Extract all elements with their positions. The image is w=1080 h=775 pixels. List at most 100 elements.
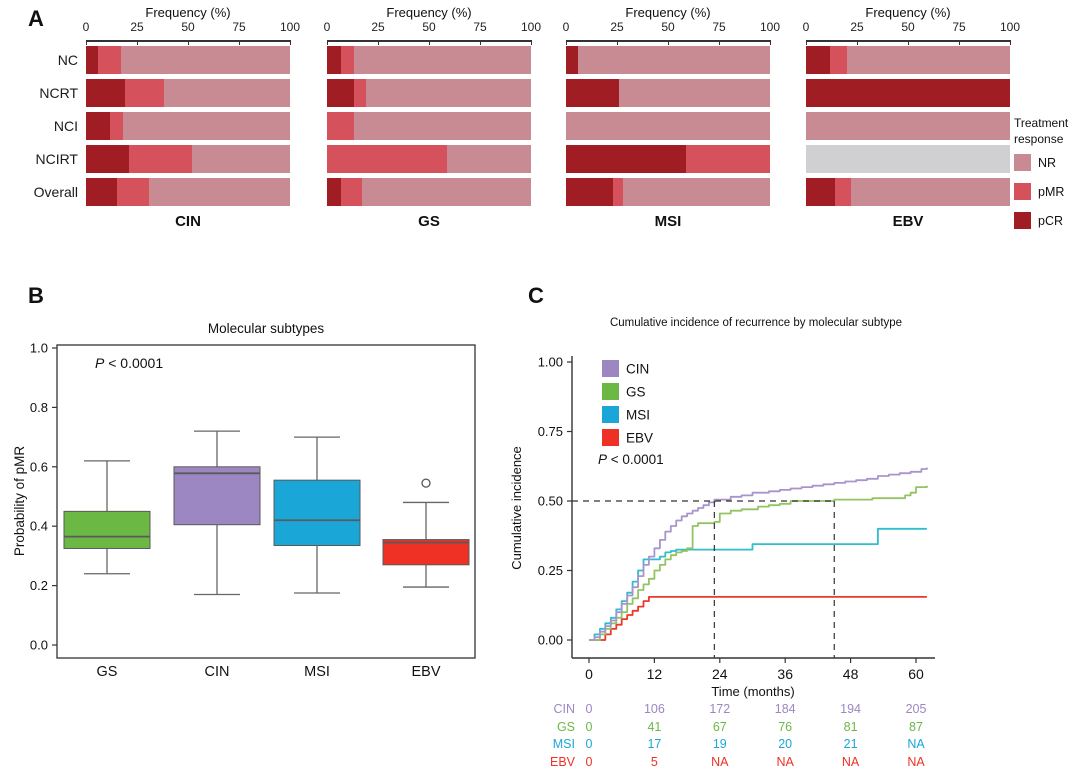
stacked-bar-overall	[566, 178, 770, 206]
risk-row-name: GS	[556, 719, 575, 734]
boxplot-panel: 0.0 0.2 0.4 0.6 0.8 1.0 Probability of pMR P < …	[12, 341, 476, 680]
bar-segment-pmr	[116, 178, 150, 206]
y-axis-title: Probability of pMR	[12, 446, 27, 557]
risk-value: 5	[650, 754, 658, 769]
box-cin	[173, 430, 261, 596]
risk-value: 67	[712, 719, 727, 734]
x-category-label: EBV	[411, 664, 440, 680]
axis-tick-label: 75	[952, 20, 966, 34]
stacked-bar-nc	[566, 46, 770, 74]
bar-row-label: NC	[57, 52, 78, 68]
axis-tick-label: 100	[520, 20, 542, 34]
risk-value: NA	[907, 754, 925, 769]
risk-value: 17	[647, 737, 662, 751]
panel-b-title: Molecular subtypes	[207, 321, 325, 336]
bar-segment-pcr	[327, 178, 342, 206]
risk-value: 21	[843, 737, 858, 751]
axis-tick-mark	[719, 40, 720, 45]
bar-segment-pcr	[327, 46, 342, 74]
bar-segment-pcr	[86, 112, 111, 140]
axis-tick-mark	[480, 40, 481, 45]
stacked-bar-ncirt	[566, 145, 770, 173]
axis-tick-mark	[429, 40, 430, 45]
curve-gs	[589, 485, 928, 641]
subtype-label: CIN	[175, 213, 201, 230]
curve-ebv	[589, 596, 927, 641]
axis-tick-mark	[770, 40, 771, 45]
bar-segment-pmr	[686, 145, 770, 173]
risk-value: 0	[585, 702, 593, 716]
subtype-label: GS	[418, 213, 440, 230]
axis-tick-mark	[857, 40, 858, 45]
subtype-label: MSI	[654, 213, 682, 230]
bar-segment-pcr	[86, 145, 129, 173]
stacked-bar-nci	[86, 112, 290, 140]
axis-tick-label: 50	[661, 20, 675, 34]
y-tick-label: 0.0	[30, 638, 48, 653]
axis-tick-mark	[188, 40, 189, 45]
legend-item-pcr: pCR	[1014, 212, 1080, 230]
axis-tick-mark	[531, 40, 532, 45]
y-tick-label: 1.00	[538, 355, 563, 370]
bar-segment-nr	[365, 79, 531, 107]
box-rect	[63, 510, 151, 549]
risk-row-ebv: EBV 0 5 NA NA NA NA	[505, 754, 965, 771]
bar-segment-nr	[850, 178, 1010, 206]
legend-swatch	[1014, 212, 1031, 230]
x-category-label: MSI	[304, 664, 330, 680]
bar-segment-nr	[619, 79, 770, 107]
outlier-point	[421, 478, 431, 488]
curve-msi	[589, 527, 927, 641]
risk-value: 0	[585, 719, 593, 734]
y-tick-label: 0.00	[538, 633, 563, 648]
stacked-bar-nci	[327, 112, 531, 140]
bar-segment-nr	[361, 178, 531, 206]
panel-a-label: A	[28, 6, 44, 31]
axis-tick-mark	[959, 40, 960, 45]
stacked-bar-nci	[806, 112, 1010, 140]
panel-c-label: C	[528, 283, 544, 308]
legend-swatch	[1014, 183, 1031, 201]
stacked-bar-nc	[86, 46, 290, 74]
bar-segment-pmr	[341, 178, 362, 206]
box-rect	[273, 479, 361, 547]
axis-tick-label: 50	[181, 20, 195, 34]
bar-segment-nr	[846, 46, 1010, 74]
frequency-axis: 0 25 50 75 100	[562, 20, 780, 46]
cumulative-incidence-panel: 0.00 0.25 0.50 0.75 1.00 0 12 24 36 48 60 Time (mon…	[509, 355, 935, 699]
y-tick-label: 0.75	[538, 424, 563, 439]
x-tick-label: 60	[908, 666, 924, 682]
bar-segment-pmr	[98, 46, 121, 74]
stacked-bar-ncirt	[327, 145, 531, 173]
bar-segment-nr	[806, 112, 1010, 140]
axis-tick-label: 50	[422, 20, 436, 34]
axis-tick-label: 100	[279, 20, 301, 34]
axis-tick-mark	[137, 40, 138, 45]
legend-label: pCR	[1038, 213, 1064, 228]
bar-segment-nr	[578, 46, 770, 74]
risk-value: 76	[778, 719, 793, 734]
risk-value: 205	[905, 702, 927, 716]
bar-segment-nr	[120, 46, 290, 74]
number-at-risk-table: CIN 0 106 172 184 194 205 GS 0 41 67 76 81 87 MSI 0 17 19…	[505, 701, 965, 773]
risk-row-cin: CIN 0 106 172 184 194 205	[505, 701, 965, 718]
subtype-label: EBV	[892, 213, 924, 230]
axis-tick-label: 0	[562, 20, 570, 34]
y-tick-label: 0.50	[538, 494, 563, 509]
frequency-axis-title: Frequency (%)	[386, 5, 472, 20]
bar-row-label: NCI	[53, 118, 78, 134]
legend-swatch	[1014, 154, 1031, 172]
bar-row-label: NCIRT	[35, 151, 78, 167]
bar-segment-pmr	[612, 178, 624, 206]
risk-value: 0	[585, 737, 593, 751]
bar-segment-pcr	[566, 79, 620, 107]
bar-segment-nr	[192, 145, 290, 173]
y-tick-label: 1.0	[30, 341, 48, 356]
bar-segment-pmr	[341, 46, 354, 74]
frequency-axis: 0 25 50 75 100	[324, 20, 541, 46]
bar-segment-nr	[163, 79, 290, 107]
bar-segment-nr	[149, 178, 290, 206]
legend-label-gs: GS	[626, 385, 646, 400]
axis-tick-mark	[668, 40, 669, 45]
